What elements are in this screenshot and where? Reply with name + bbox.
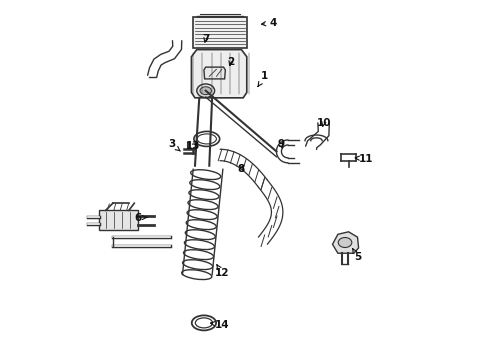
Text: 12: 12	[215, 265, 229, 278]
Text: 7: 7	[202, 34, 209, 44]
Text: 3: 3	[168, 139, 180, 151]
Text: 11: 11	[355, 154, 374, 163]
Text: 5: 5	[353, 249, 361, 262]
Text: 9: 9	[277, 139, 284, 149]
Polygon shape	[204, 67, 225, 79]
Ellipse shape	[338, 238, 352, 248]
Polygon shape	[98, 210, 138, 230]
Text: 6: 6	[134, 212, 147, 222]
Text: 8: 8	[238, 164, 245, 174]
Text: 10: 10	[317, 118, 331, 128]
Text: 4: 4	[262, 18, 277, 28]
Text: 14: 14	[211, 320, 229, 330]
Polygon shape	[192, 50, 247, 98]
Text: 1: 1	[258, 71, 268, 87]
Text: 2: 2	[227, 57, 234, 67]
Polygon shape	[333, 232, 359, 253]
Text: 13: 13	[186, 141, 200, 151]
Ellipse shape	[197, 84, 215, 98]
Ellipse shape	[200, 87, 211, 95]
Polygon shape	[193, 18, 247, 48]
